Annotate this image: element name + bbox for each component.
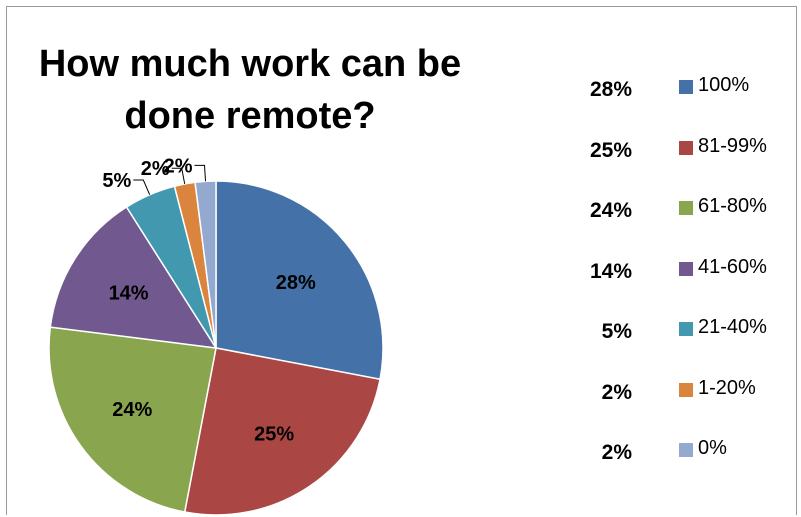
chart-title-text: How much work can be done remote? <box>38 43 462 137</box>
leader-line <box>133 179 151 195</box>
legend-percent: 2% <box>601 380 632 404</box>
legend-label: 81-99% <box>698 134 767 157</box>
legend-label: 1-20% <box>698 376 756 399</box>
legend-percent: 5% <box>601 320 632 343</box>
legend-swatch <box>679 140 693 155</box>
chart-title: How much work can be done remote? <box>0 38 500 142</box>
legend-item: 24% 61-80% <box>560 191 790 252</box>
data-label: 2% <box>164 155 193 177</box>
legend: 28% 100% 25% 81-99% 24% 61-80% 14% 41-60… <box>560 70 790 494</box>
legend-item: 2% 1-20% <box>560 373 790 434</box>
leader-line <box>194 164 207 182</box>
legend-item: 14% 41-60% <box>560 252 790 313</box>
legend-percent: 25% <box>589 138 632 162</box>
legend-percent: 2% <box>601 441 632 464</box>
legend-item: 2% 0% <box>560 433 790 494</box>
data-label: 24% <box>112 399 152 421</box>
legend-item: 5% 21-40% <box>560 312 790 373</box>
data-label: 14% <box>109 283 149 305</box>
pie-slice-0% <box>194 180 217 349</box>
legend-swatch <box>679 80 693 94</box>
legend-swatch <box>679 322 693 336</box>
legend-swatch <box>679 382 693 397</box>
legend-swatch <box>679 201 693 215</box>
legend-percent: 28% <box>589 78 632 101</box>
data-label: 5% <box>102 170 131 192</box>
legend-swatch <box>679 443 693 457</box>
legend-item: 25% 81-99% <box>560 131 790 192</box>
data-label: 25% <box>254 424 294 446</box>
pie-slice-61-80% <box>48 326 217 513</box>
legend-label: 41-60% <box>698 255 767 278</box>
legend-percent: 24% <box>589 199 632 222</box>
legend-item: 28% 100% <box>560 70 790 131</box>
legend-swatch <box>679 261 693 276</box>
pie-slice-81-99% <box>183 347 381 516</box>
data-label: 28% <box>276 272 316 294</box>
legend-label: 21-40% <box>698 316 767 338</box>
data-label: 2% <box>141 158 170 180</box>
legend-label: 61-80% <box>698 195 767 217</box>
leader-line <box>171 167 186 185</box>
legend-label: 0% <box>698 437 727 459</box>
pie-slice-41-60% <box>49 205 218 349</box>
pie-slice-100% <box>215 180 384 381</box>
legend-label: 100% <box>698 74 750 96</box>
legend-percent: 14% <box>589 259 632 283</box>
